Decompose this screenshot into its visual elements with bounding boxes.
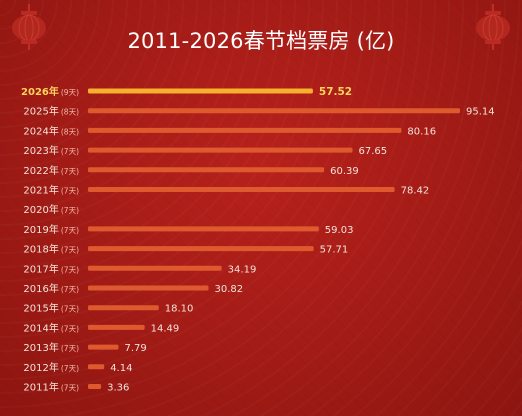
bar bbox=[88, 305, 159, 311]
category-label: 2013年 (7天) bbox=[23, 341, 79, 354]
year-label: 2026年 bbox=[21, 85, 59, 98]
category-label: 2019年 (7天) bbox=[23, 223, 79, 236]
category-label: 2026年 (9天) bbox=[21, 85, 79, 98]
year-label: 2017年 bbox=[23, 262, 58, 275]
days-label: (7天) bbox=[61, 147, 79, 156]
days-label: (7天) bbox=[61, 167, 79, 176]
bar bbox=[88, 246, 314, 252]
days-label: (7天) bbox=[61, 206, 79, 215]
value-label: 67.65 bbox=[359, 146, 388, 157]
days-label: (7天) bbox=[61, 285, 79, 294]
category-label: 2011年 (7天) bbox=[23, 381, 79, 394]
year-label: 2018年 bbox=[23, 243, 58, 256]
bar bbox=[88, 344, 119, 350]
value-label: 78.42 bbox=[401, 186, 430, 197]
value-label: 57.71 bbox=[320, 245, 349, 256]
days-label: (7天) bbox=[61, 344, 79, 353]
category-label: 2025年 (8天) bbox=[23, 105, 79, 118]
bar bbox=[88, 127, 402, 133]
days-label: (7天) bbox=[61, 187, 79, 196]
bar bbox=[88, 147, 353, 153]
value-label: 60.39 bbox=[330, 166, 359, 177]
bar bbox=[88, 88, 313, 94]
days-label: (7天) bbox=[61, 364, 79, 373]
year-label: 2013年 bbox=[23, 341, 58, 354]
bar bbox=[88, 285, 209, 291]
bar bbox=[88, 265, 222, 271]
category-label: 2023年 (7天) bbox=[23, 144, 79, 157]
days-label: (7天) bbox=[61, 324, 79, 333]
category-label: 2018年 (7天) bbox=[23, 243, 79, 256]
category-label: 2014年 (7天) bbox=[23, 321, 79, 334]
value-label: 80.16 bbox=[407, 126, 436, 137]
category-label: 2024年 (8天) bbox=[23, 124, 79, 137]
year-label: 2025年 bbox=[23, 105, 58, 118]
value-label: 18.10 bbox=[165, 304, 194, 315]
year-label: 2012年 bbox=[23, 361, 58, 374]
bar bbox=[88, 364, 105, 370]
year-label: 2011年 bbox=[23, 381, 58, 394]
category-label: 2015年 (7天) bbox=[23, 302, 79, 315]
year-label: 2014年 bbox=[23, 321, 58, 334]
days-label: (7天) bbox=[61, 265, 79, 274]
value-label: 3.36 bbox=[107, 383, 129, 394]
year-label: 2021年 bbox=[23, 184, 58, 197]
bar bbox=[88, 226, 319, 232]
value-label: 30.82 bbox=[215, 284, 244, 295]
value-label: 14.49 bbox=[151, 323, 180, 334]
year-label: 2020年 bbox=[23, 203, 58, 216]
bar bbox=[88, 384, 102, 389]
category-label: 2021年 (7天) bbox=[23, 184, 79, 197]
days-label: (7天) bbox=[61, 226, 79, 235]
category-label: 2017年 (7天) bbox=[23, 262, 79, 275]
category-label: 2012年 (7天) bbox=[23, 361, 79, 374]
days-label: (8天) bbox=[61, 127, 79, 136]
year-label: 2024年 bbox=[23, 124, 58, 137]
year-label: 2022年 bbox=[23, 164, 58, 177]
value-label: 34.19 bbox=[228, 264, 257, 275]
bar bbox=[88, 187, 395, 192]
category-label: 2016年 (7天) bbox=[23, 282, 79, 295]
value-label: 4.14 bbox=[110, 363, 132, 374]
lantern-icon bbox=[12, 4, 46, 50]
category-label: 2022年 (7天) bbox=[23, 164, 79, 177]
value-label: 7.79 bbox=[124, 343, 146, 354]
days-label: (7天) bbox=[61, 305, 79, 314]
bar bbox=[88, 108, 460, 114]
days-label: (8天) bbox=[61, 108, 79, 117]
days-label: (9天) bbox=[61, 88, 79, 97]
category-label: 2020年 (7天) bbox=[23, 203, 79, 216]
value-label: 95.14 bbox=[466, 107, 495, 118]
lantern-icon bbox=[476, 4, 510, 50]
year-label: 2016年 bbox=[23, 282, 58, 295]
value-label: 59.03 bbox=[325, 225, 354, 236]
bar bbox=[88, 324, 145, 330]
year-label: 2015年 bbox=[23, 302, 58, 315]
value-label: 57.52 bbox=[319, 86, 352, 98]
bar bbox=[88, 167, 325, 173]
days-label: (7天) bbox=[61, 246, 79, 255]
days-label: (7天) bbox=[61, 384, 79, 393]
year-label: 2019年 bbox=[23, 223, 58, 236]
chart-title: 2011-2026春节档票房 (亿) bbox=[127, 29, 395, 53]
year-label: 2023年 bbox=[23, 144, 58, 157]
